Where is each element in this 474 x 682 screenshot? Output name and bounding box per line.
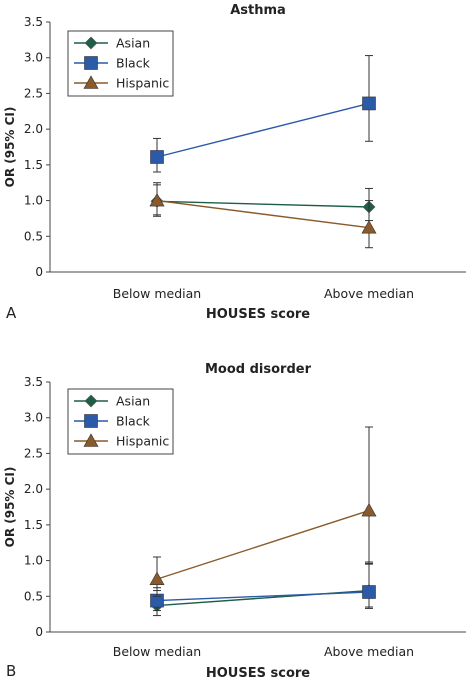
legend-marker-square	[84, 414, 98, 428]
legend-entry: Hispanic	[116, 434, 169, 449]
legend-entry: Asian	[116, 36, 150, 51]
data-point-triangle	[149, 192, 165, 207]
y-tick-label: 3.5	[24, 15, 43, 29]
y-tick-label: 1.0	[24, 194, 43, 208]
x-tick-label: Above median	[324, 286, 414, 301]
y-tick-label: 0.5	[24, 229, 43, 243]
panel-label: B	[6, 662, 16, 680]
x-axis-label: HOUSES score	[206, 666, 310, 681]
series-line	[156, 199, 370, 229]
y-axis-label: OR (95% CI)	[3, 467, 17, 548]
legend-entry: Asian	[116, 394, 150, 409]
data-point-square	[362, 585, 376, 599]
legend-entry: Black	[116, 414, 151, 429]
chart-panel-B: Mood disorder 0 0.5 1.0 1.5 2.0 2.5 3.0 3.5 Below…	[3, 362, 466, 681]
x-tick-label: Below median	[113, 286, 201, 301]
legend: Asian Black Hispanic	[67, 388, 174, 455]
series-line	[156, 102, 370, 158]
y-tick-label: 3.0	[24, 411, 43, 425]
series-hispanic	[149, 182, 377, 249]
chart-title: Mood disorder	[205, 362, 312, 377]
y-tick-label: 3.0	[24, 51, 43, 65]
data-point-triangle	[361, 502, 377, 517]
y-tick-label: 1.0	[24, 554, 43, 568]
series-hispanic	[149, 426, 377, 597]
data-point-triangle	[149, 571, 165, 585]
y-tick-label: 2.0	[24, 122, 43, 136]
y-axis-label: OR (95% CI)	[3, 107, 17, 188]
legend-marker-triangle	[83, 75, 99, 89]
data-point-square	[150, 150, 164, 164]
y-tick-label: 1.5	[24, 158, 43, 172]
series-line	[156, 200, 370, 208]
x-tick-label: Above median	[324, 644, 414, 659]
series-line	[156, 509, 370, 580]
y-tick-label: 0	[35, 265, 43, 279]
series-asian	[150, 184, 376, 222]
y-tick-label: 2.5	[24, 86, 43, 100]
y-tick-label: 1.5	[24, 518, 43, 532]
legend-marker-diamond	[84, 36, 98, 50]
y-tick-label: 0.5	[24, 589, 43, 603]
legend-marker-diamond	[84, 394, 98, 408]
y-tick-label: 0	[35, 625, 43, 639]
y-tick-label: 3.5	[24, 375, 43, 389]
x-tick-label: Below median	[113, 644, 201, 659]
x-axis-label: HOUSES score	[206, 307, 310, 322]
data-point-square	[362, 96, 376, 111]
series-black	[150, 55, 376, 173]
chart-title: Asthma	[230, 3, 286, 18]
series-line	[156, 591, 370, 602]
chart-panel-A: Asthma 0 0.5 1.0 1.5 2.0 2.5 3.0 3.5 Below median…	[3, 3, 466, 322]
legend-marker-triangle	[83, 433, 99, 447]
panel-label: A	[6, 304, 17, 322]
legend-entry: Hispanic	[116, 76, 169, 91]
legend: Asian Black Hispanic	[67, 30, 174, 97]
y-tick-label: 2.0	[24, 482, 43, 496]
legend-marker-square	[84, 56, 98, 70]
legend-entry: Black	[116, 56, 151, 71]
data-point-triangle	[361, 220, 377, 234]
y-tick-label: 2.5	[24, 446, 43, 460]
